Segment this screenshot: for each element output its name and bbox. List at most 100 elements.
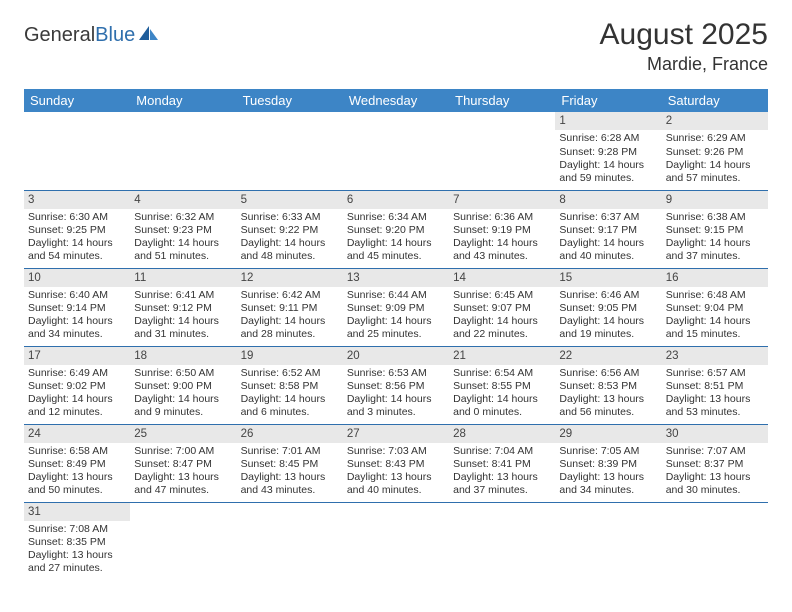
- calendar-cell: 21Sunrise: 6:54 AMSunset: 8:55 PMDayligh…: [449, 346, 555, 424]
- daylight-text: Daylight: 14 hours and 3 minutes.: [347, 393, 445, 419]
- calendar-cell: 23Sunrise: 6:57 AMSunset: 8:51 PMDayligh…: [662, 346, 768, 424]
- day-number: 22: [555, 347, 661, 365]
- sunset-text: Sunset: 9:22 PM: [241, 224, 339, 237]
- day-number: 30: [662, 425, 768, 443]
- sunrise-text: Sunrise: 6:30 AM: [28, 211, 126, 224]
- day-number: 13: [343, 269, 449, 287]
- calendar-cell: [130, 112, 236, 190]
- day-body: Sunrise: 7:05 AMSunset: 8:39 PMDaylight:…: [555, 443, 661, 502]
- daylight-text: Daylight: 13 hours and 50 minutes.: [28, 471, 126, 497]
- day-number: 27: [343, 425, 449, 443]
- daylight-text: Daylight: 14 hours and 59 minutes.: [559, 159, 657, 185]
- sunset-text: Sunset: 8:43 PM: [347, 458, 445, 471]
- day-number: 8: [555, 191, 661, 209]
- sunset-text: Sunset: 9:07 PM: [453, 302, 551, 315]
- daylight-text: Daylight: 13 hours and 53 minutes.: [666, 393, 764, 419]
- day-body: Sunrise: 6:38 AMSunset: 9:15 PMDaylight:…: [662, 209, 768, 268]
- calendar-cell: 17Sunrise: 6:49 AMSunset: 9:02 PMDayligh…: [24, 346, 130, 424]
- day-number: 4: [130, 191, 236, 209]
- sunrise-text: Sunrise: 6:50 AM: [134, 367, 232, 380]
- sunset-text: Sunset: 8:51 PM: [666, 380, 764, 393]
- calendar-week: 10Sunrise: 6:40 AMSunset: 9:14 PMDayligh…: [24, 268, 768, 346]
- daylight-text: Daylight: 13 hours and 47 minutes.: [134, 471, 232, 497]
- day-header: Thursday: [449, 89, 555, 112]
- sunset-text: Sunset: 9:15 PM: [666, 224, 764, 237]
- day-number: 9: [662, 191, 768, 209]
- calendar-cell: 8Sunrise: 6:37 AMSunset: 9:17 PMDaylight…: [555, 190, 661, 268]
- sunset-text: Sunset: 9:20 PM: [347, 224, 445, 237]
- sunset-text: Sunset: 8:35 PM: [28, 536, 126, 549]
- sunrise-text: Sunrise: 6:33 AM: [241, 211, 339, 224]
- sunset-text: Sunset: 9:19 PM: [453, 224, 551, 237]
- sunset-text: Sunset: 8:45 PM: [241, 458, 339, 471]
- sunrise-text: Sunrise: 6:37 AM: [559, 211, 657, 224]
- sunset-text: Sunset: 8:39 PM: [559, 458, 657, 471]
- daylight-text: Daylight: 14 hours and 6 minutes.: [241, 393, 339, 419]
- calendar-cell: 18Sunrise: 6:50 AMSunset: 9:00 PMDayligh…: [130, 346, 236, 424]
- calendar-cell: [449, 502, 555, 580]
- calendar-cell: [237, 112, 343, 190]
- calendar-cell: 15Sunrise: 6:46 AMSunset: 9:05 PMDayligh…: [555, 268, 661, 346]
- calendar-cell: 29Sunrise: 7:05 AMSunset: 8:39 PMDayligh…: [555, 424, 661, 502]
- sunrise-text: Sunrise: 6:40 AM: [28, 289, 126, 302]
- sunrise-text: Sunrise: 6:36 AM: [453, 211, 551, 224]
- day-number: 24: [24, 425, 130, 443]
- daylight-text: Daylight: 14 hours and 51 minutes.: [134, 237, 232, 263]
- day-body: Sunrise: 6:37 AMSunset: 9:17 PMDaylight:…: [555, 209, 661, 268]
- sunrise-text: Sunrise: 6:57 AM: [666, 367, 764, 380]
- daylight-text: Daylight: 13 hours and 43 minutes.: [241, 471, 339, 497]
- day-body: Sunrise: 7:00 AMSunset: 8:47 PMDaylight:…: [130, 443, 236, 502]
- sunset-text: Sunset: 8:49 PM: [28, 458, 126, 471]
- day-body: Sunrise: 6:45 AMSunset: 9:07 PMDaylight:…: [449, 287, 555, 346]
- daylight-text: Daylight: 14 hours and 25 minutes.: [347, 315, 445, 341]
- brand-part2: Blue: [95, 24, 135, 47]
- sunset-text: Sunset: 9:05 PM: [559, 302, 657, 315]
- daylight-text: Daylight: 14 hours and 57 minutes.: [666, 159, 764, 185]
- day-number: 10: [24, 269, 130, 287]
- day-body: Sunrise: 6:30 AMSunset: 9:25 PMDaylight:…: [24, 209, 130, 268]
- sunset-text: Sunset: 8:41 PM: [453, 458, 551, 471]
- sunset-text: Sunset: 8:55 PM: [453, 380, 551, 393]
- day-number: 21: [449, 347, 555, 365]
- day-body: Sunrise: 7:04 AMSunset: 8:41 PMDaylight:…: [449, 443, 555, 502]
- calendar-cell: [237, 502, 343, 580]
- title-block: August 2025 Mardie, France: [600, 18, 768, 75]
- daylight-text: Daylight: 13 hours and 34 minutes.: [559, 471, 657, 497]
- calendar-cell: 3Sunrise: 6:30 AMSunset: 9:25 PMDaylight…: [24, 190, 130, 268]
- sunrise-text: Sunrise: 7:03 AM: [347, 445, 445, 458]
- day-header: Wednesday: [343, 89, 449, 112]
- day-number: 29: [555, 425, 661, 443]
- daylight-text: Daylight: 14 hours and 12 minutes.: [28, 393, 126, 419]
- daylight-text: Daylight: 14 hours and 48 minutes.: [241, 237, 339, 263]
- day-header: Friday: [555, 89, 661, 112]
- calendar-cell: [555, 502, 661, 580]
- day-body: Sunrise: 6:28 AMSunset: 9:28 PMDaylight:…: [555, 130, 661, 189]
- day-body: Sunrise: 6:29 AMSunset: 9:26 PMDaylight:…: [662, 130, 768, 189]
- day-body: Sunrise: 6:46 AMSunset: 9:05 PMDaylight:…: [555, 287, 661, 346]
- day-body: Sunrise: 6:57 AMSunset: 8:51 PMDaylight:…: [662, 365, 768, 424]
- calendar-cell: 19Sunrise: 6:52 AMSunset: 8:58 PMDayligh…: [237, 346, 343, 424]
- sunrise-text: Sunrise: 7:00 AM: [134, 445, 232, 458]
- location: Mardie, France: [600, 54, 768, 75]
- day-body: Sunrise: 6:52 AMSunset: 8:58 PMDaylight:…: [237, 365, 343, 424]
- calendar-cell: [662, 502, 768, 580]
- sunset-text: Sunset: 9:02 PM: [28, 380, 126, 393]
- calendar-cell: [343, 502, 449, 580]
- sunrise-text: Sunrise: 6:29 AM: [666, 132, 764, 145]
- calendar-cell: [343, 112, 449, 190]
- sail-icon: [137, 24, 159, 42]
- day-body: Sunrise: 6:41 AMSunset: 9:12 PMDaylight:…: [130, 287, 236, 346]
- daylight-text: Daylight: 14 hours and 34 minutes.: [28, 315, 126, 341]
- calendar-head: SundayMondayTuesdayWednesdayThursdayFrid…: [24, 89, 768, 112]
- calendar-cell: 10Sunrise: 6:40 AMSunset: 9:14 PMDayligh…: [24, 268, 130, 346]
- day-number: 15: [555, 269, 661, 287]
- sunrise-text: Sunrise: 7:05 AM: [559, 445, 657, 458]
- daylight-text: Daylight: 14 hours and 45 minutes.: [347, 237, 445, 263]
- sunrise-text: Sunrise: 6:56 AM: [559, 367, 657, 380]
- calendar-cell: 31Sunrise: 7:08 AMSunset: 8:35 PMDayligh…: [24, 502, 130, 580]
- day-number: 12: [237, 269, 343, 287]
- sunrise-text: Sunrise: 7:07 AM: [666, 445, 764, 458]
- sunset-text: Sunset: 9:26 PM: [666, 146, 764, 159]
- sunrise-text: Sunrise: 6:48 AM: [666, 289, 764, 302]
- day-body: Sunrise: 7:07 AMSunset: 8:37 PMDaylight:…: [662, 443, 768, 502]
